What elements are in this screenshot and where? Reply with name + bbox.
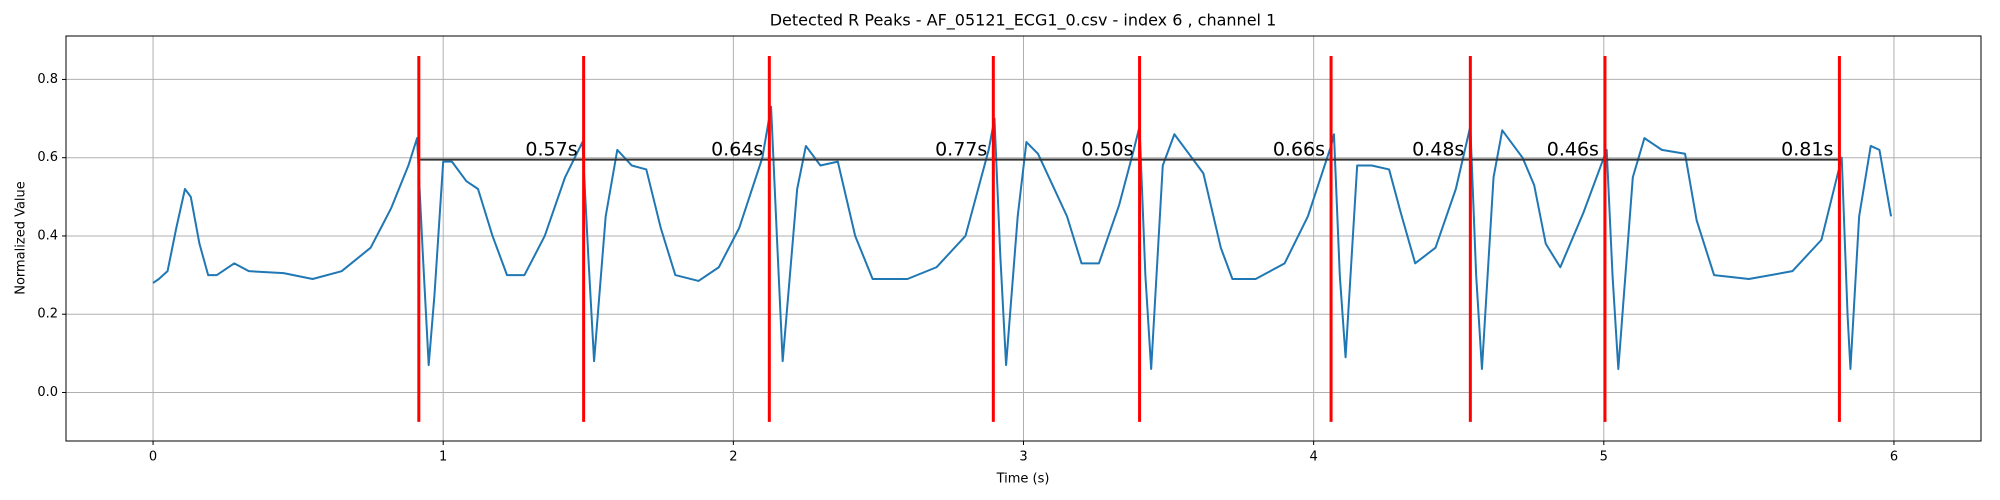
interval-label: 0.66s <box>1273 138 1325 160</box>
chart-title: Detected R Peaks - AF_05121_ECG1_0.csv -… <box>770 11 1277 31</box>
plot-area: 0 1 2 3 4 5 6 0.0 0.2 0.4 0.6 0.8 0.57s 0.64s 0.77s 0.5… <box>37 35 1982 465</box>
interval-label: 0.57s <box>525 138 577 160</box>
interval-label: 0.64s <box>711 138 763 160</box>
y-tick-label: 0.6 <box>37 150 58 165</box>
y-tick-label: 0.0 <box>37 385 58 400</box>
interval-label: 0.48s <box>1412 138 1464 160</box>
axes-frame <box>65 35 1982 442</box>
x-tick-label: 2 <box>729 450 737 465</box>
x-tick-label: 0 <box>149 450 157 465</box>
interval-label: 0.81s <box>1781 138 1833 160</box>
y-tick-label: 0.8 <box>37 72 58 87</box>
x-tick-label: 1 <box>439 450 447 465</box>
interval-label: 0.46s <box>1547 138 1599 160</box>
x-tick-label: 4 <box>1310 450 1318 465</box>
y-tick-label: 0.4 <box>37 228 58 243</box>
interval-label: 0.50s <box>1081 138 1133 160</box>
y-tick-label: 0.2 <box>37 307 58 322</box>
x-axis-label: Time (s) <box>996 472 1050 487</box>
x-tick-label: 5 <box>1600 450 1608 465</box>
ecg-line <box>152 105 1893 370</box>
x-tick-label: 3 <box>1019 450 1027 465</box>
y-axis-label: Normalized Value <box>14 181 29 295</box>
x-tick-label: 6 <box>1890 450 1898 465</box>
interval-label: 0.77s <box>935 138 987 160</box>
